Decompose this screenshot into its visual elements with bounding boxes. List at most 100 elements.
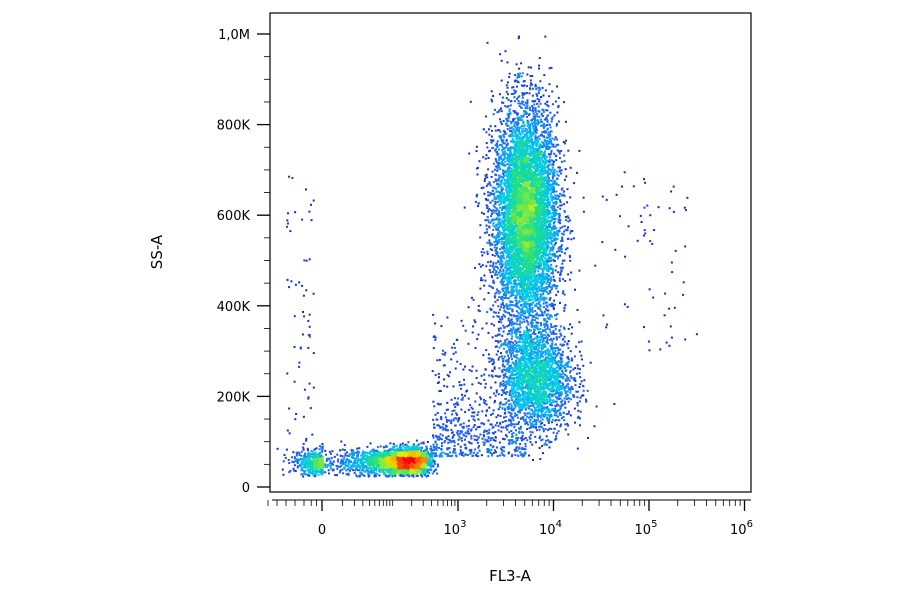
event-point xyxy=(552,306,555,309)
event-point xyxy=(550,212,553,215)
event-point xyxy=(507,267,509,270)
event-point xyxy=(563,328,566,330)
event-point xyxy=(519,210,522,213)
event-point xyxy=(538,147,541,150)
event-point xyxy=(500,157,503,160)
event-point xyxy=(516,155,519,158)
event-point xyxy=(487,208,490,211)
event-point xyxy=(494,168,496,171)
event-point xyxy=(545,282,548,285)
event-point xyxy=(509,104,512,107)
event-point xyxy=(513,125,516,128)
event-point xyxy=(491,276,493,279)
event-point xyxy=(492,146,495,149)
event-point xyxy=(518,186,521,189)
event-point xyxy=(482,156,485,159)
event-point xyxy=(522,305,525,308)
event-point xyxy=(514,242,516,245)
event-point xyxy=(534,285,537,288)
event-point xyxy=(505,187,508,190)
event-point xyxy=(531,138,533,140)
event-point xyxy=(497,110,500,113)
event-point xyxy=(497,233,500,236)
event-point xyxy=(542,261,545,264)
event-point xyxy=(526,173,529,175)
event-point xyxy=(536,94,538,97)
event-point xyxy=(513,246,516,249)
event-point xyxy=(512,162,514,165)
event-point xyxy=(537,192,540,195)
event-point xyxy=(507,297,510,300)
event-point xyxy=(539,152,542,155)
event-point xyxy=(498,198,500,201)
event-point xyxy=(553,197,556,200)
event-point xyxy=(493,194,496,197)
event-point xyxy=(532,155,535,158)
event-point xyxy=(475,145,478,148)
event-point xyxy=(514,198,517,201)
event-point xyxy=(548,231,551,234)
event-point xyxy=(553,231,556,234)
event-point xyxy=(540,314,543,317)
event-point xyxy=(489,244,492,247)
event-point xyxy=(510,194,513,197)
event-point xyxy=(537,342,540,345)
event-point xyxy=(513,252,516,255)
event-point xyxy=(508,246,511,249)
event-point xyxy=(540,194,543,196)
event-point xyxy=(500,199,503,201)
event-point xyxy=(514,261,517,264)
event-point xyxy=(509,150,512,153)
event-point xyxy=(502,139,505,142)
event-point xyxy=(538,267,541,270)
event-point xyxy=(559,271,562,274)
event-point xyxy=(541,289,544,292)
event-point xyxy=(510,187,513,190)
event-point xyxy=(550,315,553,318)
event-point xyxy=(547,198,550,201)
event-point xyxy=(480,279,482,282)
event-point xyxy=(518,247,521,250)
event-point xyxy=(550,263,553,266)
event-point xyxy=(570,332,573,335)
event-point xyxy=(526,115,529,118)
event-point xyxy=(537,183,540,186)
event-point xyxy=(501,149,504,152)
event-point xyxy=(541,115,544,117)
event-point xyxy=(525,206,528,209)
event-point xyxy=(495,207,498,210)
event-point xyxy=(522,191,524,194)
event-point xyxy=(527,231,530,234)
event-point xyxy=(500,344,503,347)
event-point xyxy=(545,218,548,221)
event-point xyxy=(506,120,509,122)
event-point xyxy=(511,310,514,313)
event-point xyxy=(538,231,541,234)
event-point xyxy=(488,133,491,136)
event-point xyxy=(526,276,529,279)
event-point xyxy=(513,282,516,285)
event-point xyxy=(509,190,511,193)
event-point xyxy=(516,243,518,245)
event-point xyxy=(539,222,541,225)
event-point xyxy=(551,267,554,270)
event-point xyxy=(530,228,533,231)
event-point xyxy=(485,173,488,176)
event-point xyxy=(508,110,511,113)
event-point xyxy=(550,243,553,245)
event-point xyxy=(498,161,500,164)
event-point xyxy=(511,226,514,229)
event-point xyxy=(533,225,536,228)
event-point xyxy=(502,158,505,161)
event-point xyxy=(514,195,517,198)
event-point xyxy=(537,227,540,230)
event-point xyxy=(522,124,525,127)
event-point xyxy=(527,185,530,188)
event-point xyxy=(542,234,545,237)
event-point xyxy=(502,169,504,172)
event-point xyxy=(494,178,497,181)
event-point xyxy=(511,304,514,307)
event-point xyxy=(542,250,545,253)
event-point xyxy=(507,116,510,119)
event-point xyxy=(529,249,532,252)
